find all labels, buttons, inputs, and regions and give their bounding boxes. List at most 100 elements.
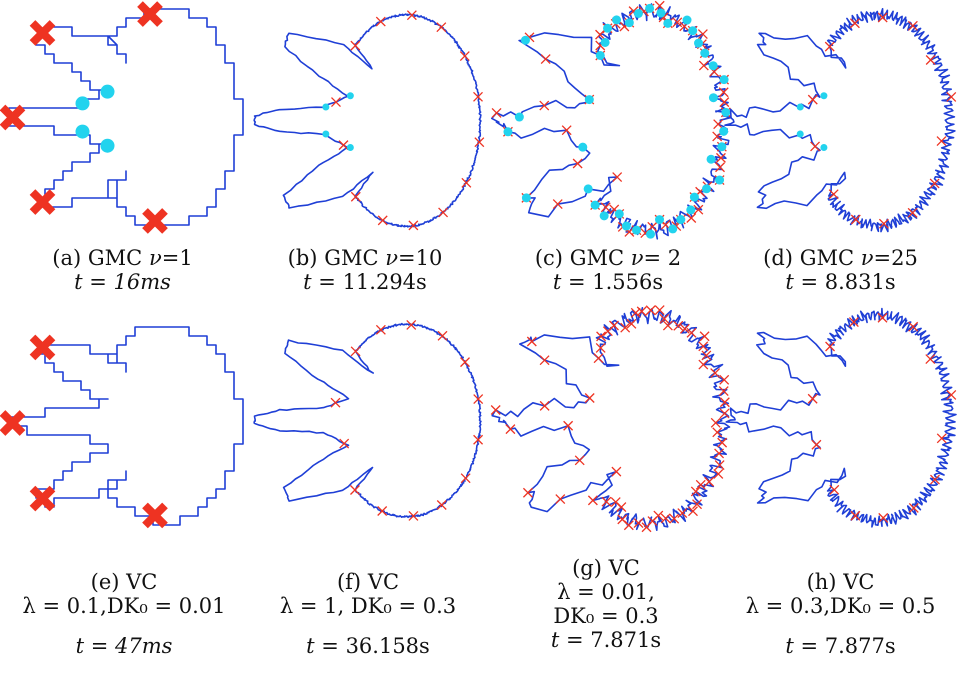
marker-c-33	[693, 204, 704, 215]
dot-c-30	[599, 211, 609, 221]
marker-g-34	[688, 506, 698, 517]
marker-g-12	[673, 320, 684, 331]
caption-e-time: = 47ms	[90, 634, 173, 658]
dot-c-31	[590, 200, 600, 210]
caption-h-time-symbol: t	[785, 634, 794, 658]
panel-d-contour	[724, 8, 957, 233]
dot-c-29	[614, 209, 624, 219]
marker-d-9	[878, 218, 889, 229]
caption-g-params: λ = 0.01,	[557, 580, 655, 604]
dot-c-24	[668, 224, 678, 234]
marker-f-6	[473, 434, 484, 445]
marker-h-0	[825, 341, 836, 352]
caption-c-param: = 2	[643, 246, 682, 270]
dot-c-25	[655, 215, 665, 225]
dot-c-17	[717, 142, 727, 152]
dot-c-20	[701, 184, 711, 194]
marker-b-2	[406, 10, 417, 21]
marker-g-3	[609, 320, 619, 331]
dot-d-1	[796, 103, 804, 111]
marker-b-8	[438, 207, 449, 218]
marker-a-0	[29, 20, 56, 46]
marker-c-24	[713, 119, 724, 130]
marker-c-34	[686, 213, 697, 223]
caption-g-time-symbol: t	[550, 628, 560, 652]
marker-h-1	[848, 317, 859, 327]
dot-c-15	[721, 107, 731, 117]
marker-c-9	[654, 0, 665, 11]
marker-g-37	[660, 513, 671, 524]
marker-a-3	[137, 1, 163, 27]
marker-g-26	[717, 437, 728, 448]
caption-e: (e) VC λ = 0.1,DK₀ = 0.01 t = 47ms	[0, 570, 248, 658]
dot-c-37	[584, 95, 594, 105]
marker-g-41	[633, 518, 644, 529]
marker-c-46	[600, 202, 611, 213]
caption-e-method: VC	[126, 570, 158, 594]
marker-f-11	[350, 485, 360, 495]
dot-c-34	[578, 142, 588, 152]
marker-f-9	[408, 510, 419, 521]
dot-c-10	[694, 38, 704, 48]
marker-g-17	[701, 350, 712, 361]
caption-d-param: =25	[873, 246, 918, 270]
marker-g-25	[712, 427, 723, 438]
marker-g-16	[698, 341, 709, 352]
marker-b-9	[408, 220, 419, 231]
marker-b-4	[459, 51, 470, 62]
marker-g-57	[539, 355, 550, 366]
marker-g-24	[710, 417, 721, 428]
marker-h-6	[936, 433, 947, 444]
marker-g-43	[617, 514, 628, 525]
marker-b-5	[473, 91, 483, 102]
contour-h	[725, 307, 957, 528]
marker-h-2	[877, 312, 888, 323]
marker-e-0	[29, 334, 56, 361]
dot-c-18	[706, 154, 716, 164]
marker-d-2	[877, 12, 888, 23]
caption-b-method: GMC	[324, 246, 379, 270]
marker-c-21	[718, 87, 729, 98]
marker-f-0	[350, 346, 361, 357]
dot-d-3	[820, 144, 828, 151]
panel-a-contour	[0, 1, 244, 234]
dot-c-28	[621, 221, 631, 231]
dot-a-3	[100, 138, 115, 153]
marker-c-28	[715, 162, 725, 173]
caption-a: (a) GMC ν=1 t = 16ms	[0, 246, 245, 294]
caption-b: (b) GMC ν=10 t = 11.294s	[245, 246, 485, 294]
marker-g-18	[698, 359, 709, 370]
marker-g-36	[669, 513, 680, 524]
dot-c-21	[689, 192, 699, 202]
dot-a-0	[100, 84, 115, 99]
marker-c-55	[539, 100, 550, 111]
marker-d-0	[824, 41, 835, 52]
marker-c-57	[540, 54, 551, 65]
marker-g-58	[526, 336, 537, 347]
caption-f-method: VC	[367, 570, 400, 594]
dot-c-39	[595, 50, 605, 60]
caption-a-method: GMC	[87, 246, 143, 270]
marker-c-54	[491, 107, 502, 118]
marker-c-27	[715, 152, 726, 163]
marker-b-0	[350, 40, 361, 51]
caption-d-method: GMC	[799, 246, 855, 270]
marker-g-0	[595, 342, 606, 353]
caption-h-time: = 7.877s	[800, 634, 896, 658]
marker-g-9	[654, 305, 665, 316]
caption-b-time-symbol: t	[303, 270, 312, 294]
marker-g-56	[584, 393, 595, 403]
marker-g-29	[713, 468, 724, 479]
marker-g-51	[574, 455, 585, 466]
caption-e-params: λ = 0.1,DK₀ = 0.01	[22, 594, 226, 618]
panel-h-contour	[725, 307, 957, 528]
caption-e-time-symbol: t	[75, 634, 85, 658]
dot-c-0	[600, 37, 610, 47]
caption-g-time: = 7.871s	[565, 628, 662, 652]
marker-b-10	[377, 215, 388, 226]
dot-c-22	[686, 205, 696, 215]
caption-e-label: (e)	[90, 570, 120, 594]
marker-c-1	[595, 29, 605, 40]
panel-g-contour	[490, 305, 731, 533]
marker-g-5	[626, 318, 637, 329]
